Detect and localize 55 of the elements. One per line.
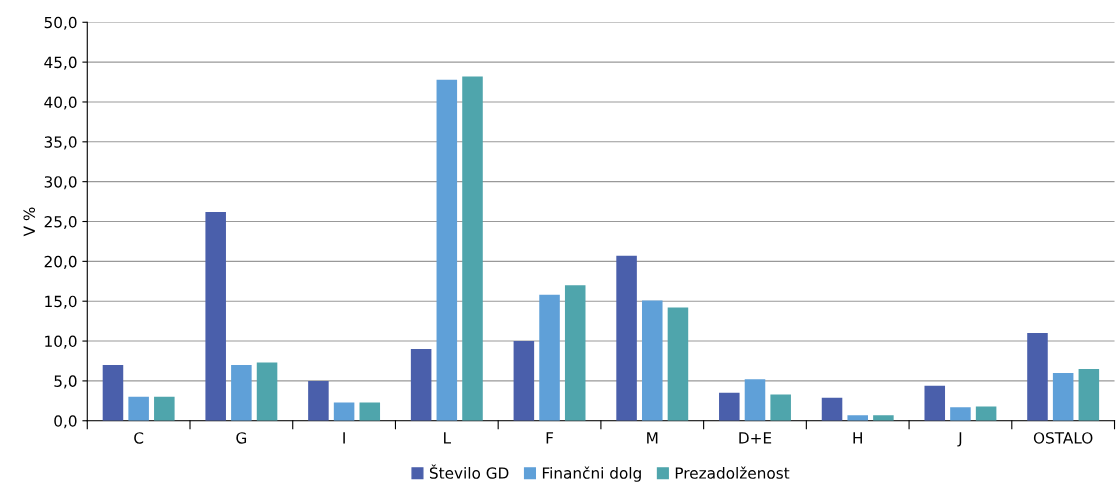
bar <box>667 307 689 421</box>
y-tick-label: 25,0 <box>44 215 77 230</box>
bar <box>924 385 946 421</box>
x-tick-label: F <box>546 432 554 444</box>
legend-label: Finančni dolg <box>542 466 641 482</box>
bar <box>333 402 355 421</box>
bar <box>770 394 791 421</box>
x-tick-label: I <box>343 432 345 444</box>
y-tick-label: 50,0 <box>44 16 77 30</box>
bar <box>1027 333 1048 421</box>
y-tick-label: 45,0 <box>44 56 77 70</box>
y-tick-label: 20,0 <box>44 255 77 269</box>
bar <box>1052 372 1074 421</box>
bar <box>205 211 226 421</box>
legend-label: Število GD <box>429 464 509 479</box>
bar <box>436 79 458 421</box>
bar <box>539 294 560 421</box>
legend-label: Prezadolženost <box>675 466 790 479</box>
y-tick-label: 40,0 <box>44 96 77 110</box>
bar <box>821 397 843 421</box>
bar <box>359 402 381 421</box>
x-tick-label: H <box>853 432 862 444</box>
x-tick-label: OSTALO <box>1033 432 1093 444</box>
y-tick-label: 30,0 <box>44 176 77 190</box>
bar <box>744 379 766 421</box>
bar <box>719 392 740 421</box>
y-tick-label: 35,0 <box>44 136 77 150</box>
y-tick-label: 10,0 <box>45 335 77 349</box>
x-tick-label: M <box>647 432 658 444</box>
bar <box>154 396 175 421</box>
bar <box>256 362 278 421</box>
y-axis-title: V % <box>23 207 36 237</box>
x-tick-label: J <box>957 432 962 447</box>
bar <box>641 300 663 421</box>
y-tick-label: 0,0 <box>54 415 77 429</box>
x-tick-label: G <box>236 432 247 444</box>
y-tick-label: 5,0 <box>54 375 77 389</box>
y-tick-label: 15,0 <box>45 295 77 309</box>
bar <box>308 380 329 421</box>
bar <box>128 396 149 421</box>
bar <box>975 406 997 421</box>
x-tick-label: L <box>444 432 451 444</box>
bar <box>513 341 535 421</box>
bar <box>873 415 894 421</box>
bar <box>564 285 586 421</box>
bar <box>231 364 252 421</box>
bar <box>102 364 124 421</box>
x-tick-label: D+E <box>739 432 772 444</box>
bar <box>462 76 483 421</box>
bar <box>847 415 868 421</box>
bar <box>410 349 432 421</box>
bar <box>616 255 637 421</box>
bar <box>1078 368 1100 421</box>
bar <box>950 407 971 421</box>
x-tick-label: C <box>134 432 144 444</box>
